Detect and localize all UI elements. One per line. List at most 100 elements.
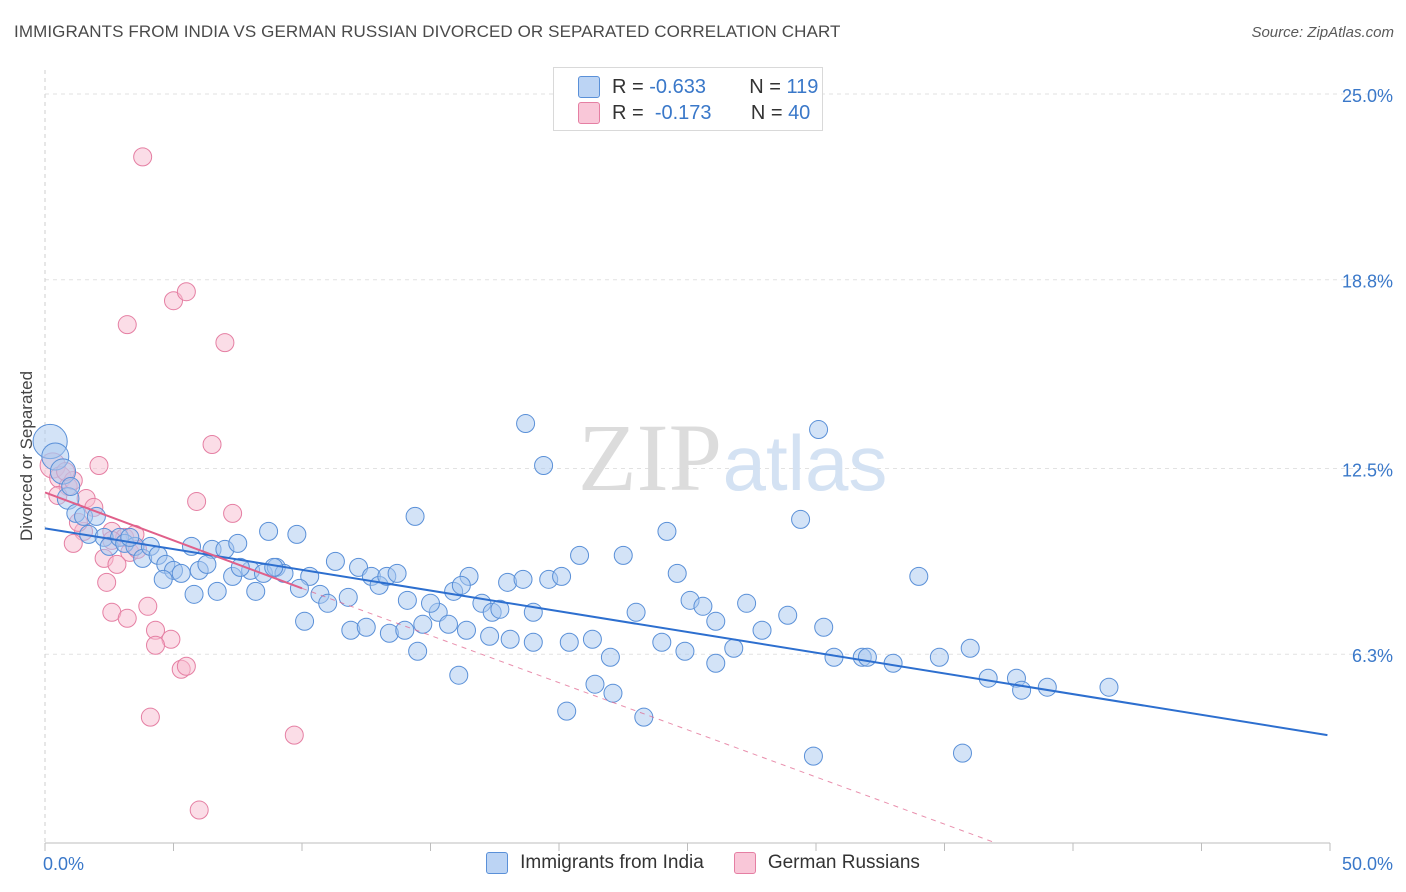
german-point-16 bbox=[138, 596, 158, 616]
india-point-115 bbox=[693, 596, 713, 616]
german-trend-extension bbox=[301, 587, 997, 844]
india-point-112 bbox=[421, 593, 440, 613]
german-point-25 bbox=[176, 282, 196, 302]
india-point-22 bbox=[228, 533, 248, 553]
india-point-98 bbox=[585, 674, 605, 694]
india-point-46 bbox=[413, 614, 433, 634]
india-point-17 bbox=[171, 563, 191, 583]
india-point-81 bbox=[724, 638, 744, 658]
trend-lines bbox=[44, 491, 1328, 844]
india-point-56 bbox=[552, 566, 572, 586]
india-point-60 bbox=[295, 611, 315, 631]
german-trend-line bbox=[44, 491, 303, 590]
india-point-74 bbox=[582, 629, 602, 649]
india-point-77 bbox=[652, 632, 672, 652]
india-point-107 bbox=[61, 476, 81, 496]
german-point-12 bbox=[97, 572, 117, 592]
india-trend-line bbox=[44, 527, 1328, 737]
legend-item-german: German Russians bbox=[733, 852, 920, 874]
india-point-101 bbox=[449, 665, 469, 685]
german-point-28 bbox=[202, 435, 222, 455]
india-point-99 bbox=[603, 683, 623, 703]
india-point-96 bbox=[613, 545, 633, 565]
india-swatch bbox=[578, 76, 600, 98]
india-point-71 bbox=[534, 455, 554, 475]
india-point-95 bbox=[675, 641, 695, 661]
india-point-63 bbox=[379, 623, 399, 643]
india-point-114 bbox=[490, 599, 510, 619]
india-point-66 bbox=[438, 614, 458, 634]
legend-item-india: Immigrants from India bbox=[486, 852, 704, 874]
india-point-102 bbox=[909, 566, 929, 586]
india-point-72 bbox=[523, 632, 543, 652]
india-point-34 bbox=[287, 524, 307, 544]
y-tick-label-0: 6.3% bbox=[1352, 646, 1393, 666]
legend-row-india: R = -0.633 N = 119 bbox=[578, 74, 818, 100]
india-point-106 bbox=[657, 521, 677, 541]
y-tick-label-2: 18.8% bbox=[1342, 272, 1393, 292]
india-point-62 bbox=[356, 617, 376, 637]
india-point-103 bbox=[803, 746, 823, 766]
india-point-111 bbox=[264, 557, 284, 577]
india-point-37 bbox=[318, 593, 338, 613]
india-point-94 bbox=[809, 420, 829, 440]
india-points bbox=[32, 414, 1119, 766]
india-point-68 bbox=[480, 626, 500, 646]
german-point-31 bbox=[284, 725, 304, 745]
india-point-31 bbox=[246, 581, 266, 601]
india-point-90 bbox=[978, 668, 998, 688]
german-n-label: N = bbox=[750, 101, 783, 124]
y-tick-label-1: 12.5% bbox=[1342, 460, 1393, 480]
german-point-15 bbox=[117, 608, 137, 628]
india-point-52 bbox=[498, 572, 518, 592]
india-legend-label: Immigrants from India bbox=[520, 852, 704, 873]
german-r-label: R = bbox=[612, 101, 644, 124]
watermark-atlas: atlas bbox=[723, 419, 888, 507]
india-point-78 bbox=[667, 563, 687, 583]
india-point-73 bbox=[559, 632, 579, 652]
y-tick-label-3: 25.0% bbox=[1342, 86, 1393, 106]
india-point-113 bbox=[451, 575, 471, 595]
india-r-value: -0.633 bbox=[649, 75, 706, 98]
y-axis-label: Divorced or Separated bbox=[17, 371, 36, 541]
india-point-85 bbox=[814, 617, 834, 637]
india-point-104 bbox=[952, 743, 972, 763]
india-point-38 bbox=[325, 551, 345, 571]
india-point-45 bbox=[397, 590, 417, 610]
india-point-119 bbox=[1037, 677, 1057, 697]
german-n-value: 40 bbox=[788, 101, 811, 124]
source-label: Source: ZipAtlas.com bbox=[1251, 24, 1394, 41]
india-point-44 bbox=[387, 563, 407, 583]
india-point-108 bbox=[86, 506, 106, 526]
india-point-75 bbox=[600, 647, 620, 667]
india-point-70 bbox=[516, 414, 536, 434]
india-point-82 bbox=[737, 593, 757, 613]
stats-legend: R = -0.633 N = 119 R = -0.173 N = 40 bbox=[553, 67, 823, 131]
german-point-7 bbox=[89, 455, 109, 475]
india-point-89 bbox=[960, 638, 980, 658]
india-point-109 bbox=[197, 554, 217, 574]
india-point-57 bbox=[570, 545, 590, 565]
india-point-29 bbox=[207, 581, 227, 601]
india-n-label: N = bbox=[749, 75, 781, 98]
german-legend-swatch bbox=[733, 852, 756, 874]
india-point-69 bbox=[500, 629, 520, 649]
german-point-22 bbox=[140, 707, 160, 727]
india-point-58 bbox=[405, 506, 425, 526]
german-point-20 bbox=[176, 656, 196, 676]
india-point-83 bbox=[778, 605, 798, 625]
legend-row-german: R = -0.173 N = 40 bbox=[578, 100, 810, 126]
india-point-84 bbox=[791, 509, 811, 529]
german-point-39 bbox=[107, 554, 127, 574]
india-point-28 bbox=[184, 584, 204, 604]
german-point-32 bbox=[189, 800, 209, 820]
india-point-67 bbox=[456, 620, 476, 640]
german-point-34 bbox=[63, 533, 83, 553]
german-r-value: -0.173 bbox=[654, 101, 712, 124]
x-tick-label-0: 0.0% bbox=[43, 854, 84, 874]
india-point-64 bbox=[395, 620, 415, 640]
india-n-value: 119 bbox=[786, 75, 819, 98]
india-point-61 bbox=[341, 620, 361, 640]
german-point-23 bbox=[133, 147, 153, 167]
